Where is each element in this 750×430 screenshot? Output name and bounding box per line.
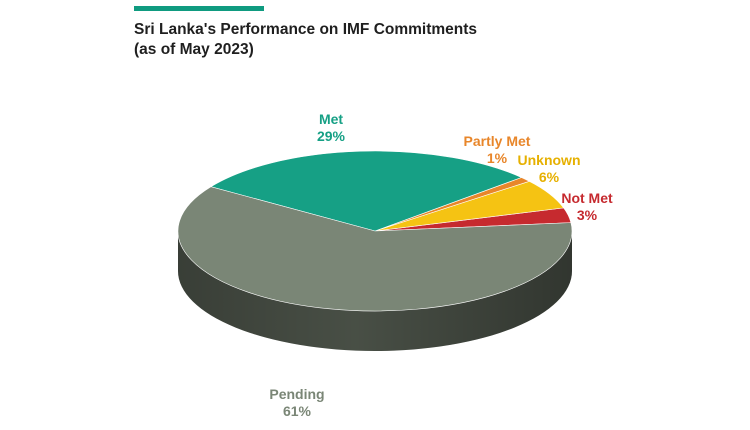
label-pending-name: Pending	[269, 386, 324, 402]
label-pending-value: 61%	[283, 403, 312, 419]
label-met-value: 29%	[317, 128, 346, 144]
label-not-met-value: 3%	[577, 207, 598, 223]
label-unknown-value: 6%	[539, 169, 560, 185]
pie-side-shading	[178, 231, 572, 351]
title-accent-bar	[134, 6, 264, 11]
label-unknown-name: Unknown	[518, 152, 581, 168]
pie-slice-pending	[177, 186, 573, 312]
label-partly-met-value: 1%	[487, 150, 508, 166]
pie-top-face	[177, 150, 573, 312]
pie-side-walls	[178, 231, 572, 351]
chart-title: Sri Lanka's Performance on IMF Commitmen…	[134, 20, 554, 60]
label-met-name: Met	[319, 111, 343, 127]
label-partly-met-name: Partly Met	[464, 133, 531, 149]
pie-slice-met	[210, 150, 523, 232]
label-not-met-name: Not Met	[561, 190, 613, 206]
chart-title-line-2: (as of May 2023)	[134, 41, 254, 58]
chart-title-line-1: Sri Lanka's Performance on IMF Commitmen…	[134, 21, 478, 38]
